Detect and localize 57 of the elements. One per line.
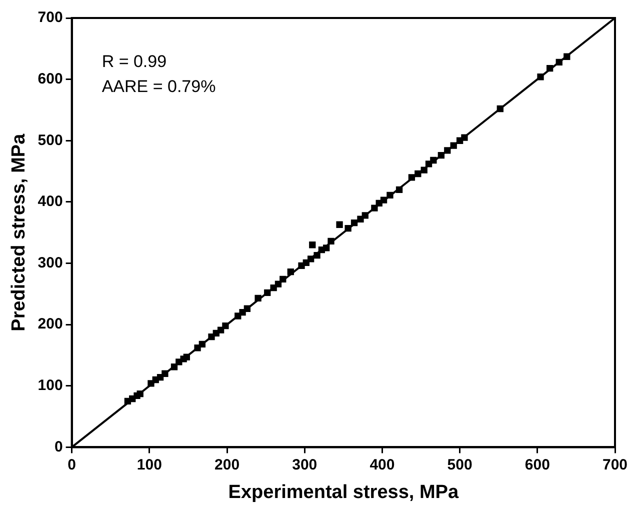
point <box>323 244 330 252</box>
x-tick-label: 0 <box>68 456 76 474</box>
point <box>537 74 544 80</box>
point <box>136 390 144 398</box>
point <box>264 289 271 296</box>
point <box>287 268 294 276</box>
point <box>350 219 358 226</box>
point <box>244 305 251 312</box>
point <box>408 174 416 181</box>
x-tick-label: 600 <box>524 456 550 474</box>
point <box>280 276 286 283</box>
point <box>556 58 562 66</box>
y-tick-label: 700 <box>38 9 63 26</box>
x-tick-label: 100 <box>136 456 162 474</box>
y-tick-label: 200 <box>38 316 63 333</box>
point <box>254 294 262 302</box>
point <box>274 280 282 288</box>
point <box>380 196 388 204</box>
point <box>314 252 320 259</box>
annotation: R = 0.99 <box>102 52 167 72</box>
point <box>430 156 437 164</box>
point <box>444 147 451 154</box>
point <box>396 186 403 194</box>
x-axis-title: Experimental stress, MPa <box>228 482 459 503</box>
x-tick-label: 500 <box>447 456 472 474</box>
y-tick-label: 300 <box>38 254 63 272</box>
point <box>496 105 504 112</box>
point <box>162 370 168 377</box>
point <box>198 340 206 348</box>
point <box>309 242 316 248</box>
point <box>564 53 570 60</box>
point <box>438 152 445 159</box>
point <box>336 221 343 228</box>
point <box>362 212 368 219</box>
point <box>222 322 229 330</box>
y-tick-label: 600 <box>38 70 63 88</box>
y-tick-label: 400 <box>38 193 63 210</box>
x-tick-label: 300 <box>292 456 318 474</box>
x-tick-label: 200 <box>214 456 240 474</box>
point <box>450 142 457 149</box>
point <box>461 134 468 141</box>
y-tick-label: 0 <box>54 438 63 456</box>
point <box>414 170 422 178</box>
point <box>344 224 352 232</box>
x-tick-label: 700 <box>602 456 628 474</box>
y-tick-label: 500 <box>38 132 63 149</box>
point <box>371 204 378 212</box>
point <box>420 166 428 174</box>
point <box>307 256 314 262</box>
y-tick-label: 100 <box>38 377 63 394</box>
y-axis-title: Predicted stress, MPa <box>8 133 30 332</box>
point <box>183 354 190 360</box>
point <box>546 64 554 72</box>
point <box>328 238 334 245</box>
x-tick-label: 400 <box>370 456 395 474</box>
point <box>386 192 394 199</box>
annotation: AARE = 0.79% <box>102 77 216 96</box>
